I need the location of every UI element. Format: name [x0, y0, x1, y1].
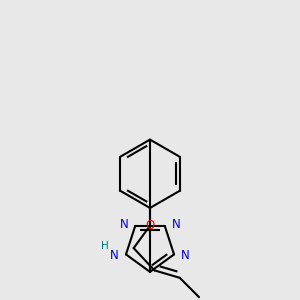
Text: N: N — [110, 249, 119, 262]
Text: O: O — [146, 219, 154, 232]
Text: N: N — [119, 218, 128, 231]
Text: H: H — [101, 241, 109, 251]
Text: N: N — [172, 218, 181, 231]
Text: N: N — [181, 249, 190, 262]
